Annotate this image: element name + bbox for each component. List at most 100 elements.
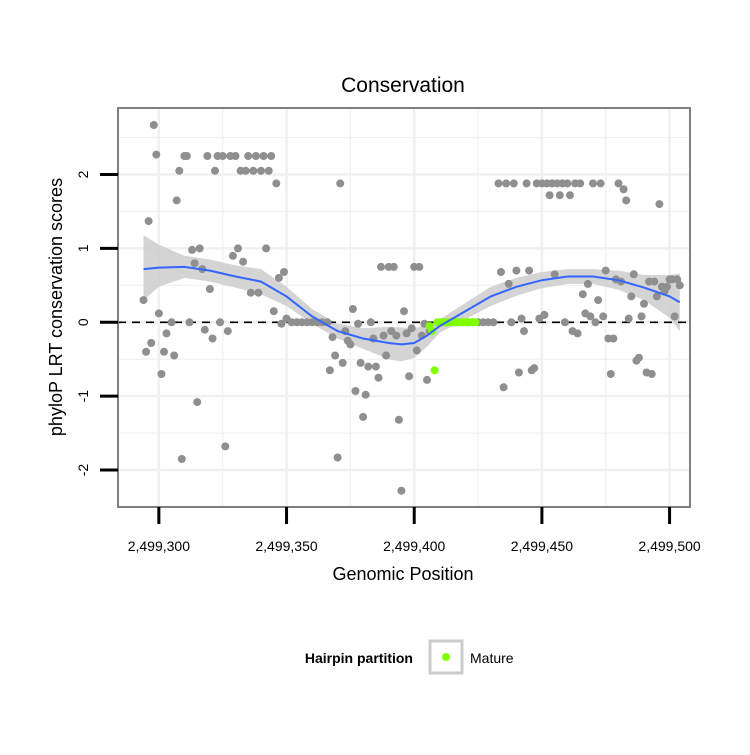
data-point xyxy=(142,347,151,356)
data-point xyxy=(415,262,424,271)
data-point xyxy=(269,307,278,316)
data-point xyxy=(203,152,212,160)
data-point xyxy=(170,351,179,360)
y-tick-label: 0 xyxy=(75,318,91,326)
data-point xyxy=(190,259,199,268)
data-point xyxy=(576,179,585,188)
data-point xyxy=(364,362,373,371)
data-point xyxy=(392,331,401,340)
data-point xyxy=(280,268,288,276)
data-point xyxy=(609,334,618,343)
data-point xyxy=(606,370,615,378)
data-point xyxy=(325,366,334,375)
data-point xyxy=(221,442,230,451)
data-point xyxy=(397,486,406,495)
y-axis-label: phyloP LRT conservation scores xyxy=(46,178,66,436)
data-point xyxy=(251,152,260,160)
data-point xyxy=(497,268,505,276)
x-tick-label: 2,499,500 xyxy=(638,538,700,554)
data-point xyxy=(241,166,250,175)
data-point xyxy=(205,285,214,293)
data-point xyxy=(589,179,597,188)
data-point xyxy=(405,372,414,381)
data-point xyxy=(555,191,564,200)
legend: Hairpin partition Mature xyxy=(305,639,514,675)
y-tick-label: -1 xyxy=(75,390,91,403)
data-point xyxy=(185,318,194,327)
legend-key-mature-point xyxy=(442,653,450,661)
x-axis-label: Genomic Position xyxy=(332,564,473,584)
data-point xyxy=(504,279,513,288)
data-point xyxy=(264,166,273,175)
data-point xyxy=(277,319,286,328)
data-point xyxy=(400,307,408,316)
smooth-line xyxy=(143,265,681,346)
data-point xyxy=(267,152,276,160)
data-point xyxy=(333,453,342,462)
data-point xyxy=(154,309,163,318)
smooth-line-group xyxy=(143,265,681,346)
data-point xyxy=(274,273,283,282)
x-tick-label: 2,499,300 xyxy=(128,538,190,554)
data-point xyxy=(675,281,684,290)
data-point xyxy=(351,387,360,395)
data-point xyxy=(599,312,608,321)
data-point xyxy=(182,152,191,160)
data-point xyxy=(354,319,362,328)
data-point xyxy=(389,262,398,271)
data-point xyxy=(640,299,648,308)
data-point xyxy=(208,334,217,343)
data-point xyxy=(193,398,202,407)
data-point xyxy=(177,455,186,463)
data-point xyxy=(573,329,582,338)
data-point xyxy=(188,245,197,254)
data-point xyxy=(507,318,516,327)
data-point xyxy=(257,166,265,175)
data-point xyxy=(578,290,587,299)
data-point xyxy=(614,179,623,188)
data-point xyxy=(249,166,258,175)
data-point xyxy=(328,333,337,342)
x-tick-label: 2,499,400 xyxy=(383,538,445,554)
data-point xyxy=(647,370,656,378)
panel-border-group xyxy=(117,107,691,508)
data-point xyxy=(195,244,204,253)
data-point xyxy=(359,412,368,421)
data-point xyxy=(530,364,539,373)
data-point xyxy=(259,152,268,160)
data-point xyxy=(594,296,603,305)
data-point xyxy=(160,347,168,356)
data-point xyxy=(407,324,416,333)
data-point xyxy=(244,152,253,160)
data-point xyxy=(655,200,664,209)
chart-title: Conservation xyxy=(341,74,465,97)
data-points xyxy=(139,121,684,495)
data-point xyxy=(663,282,671,291)
confidence-ribbon xyxy=(143,235,680,362)
data-point xyxy=(262,244,271,253)
data-point xyxy=(254,288,263,297)
data-point xyxy=(596,179,605,188)
x-tick-label: 2,499,450 xyxy=(511,538,573,554)
data-point xyxy=(494,179,503,188)
data-point xyxy=(624,314,633,323)
data-point xyxy=(157,370,166,378)
data-point xyxy=(366,318,375,327)
legend-entry-mature: Mature xyxy=(470,650,514,666)
data-point xyxy=(423,375,431,384)
data-point xyxy=(139,296,148,305)
data-point xyxy=(525,266,534,275)
data-point xyxy=(346,340,355,349)
data-point xyxy=(175,166,184,175)
data-point xyxy=(412,346,421,355)
data-point xyxy=(619,185,628,194)
data-point xyxy=(144,217,153,226)
data-point xyxy=(361,390,370,399)
data-point xyxy=(336,179,345,188)
data-point xyxy=(514,368,523,377)
data-point xyxy=(601,266,610,275)
data-point xyxy=(348,305,357,313)
data-point xyxy=(394,415,403,424)
data-point xyxy=(149,121,158,129)
